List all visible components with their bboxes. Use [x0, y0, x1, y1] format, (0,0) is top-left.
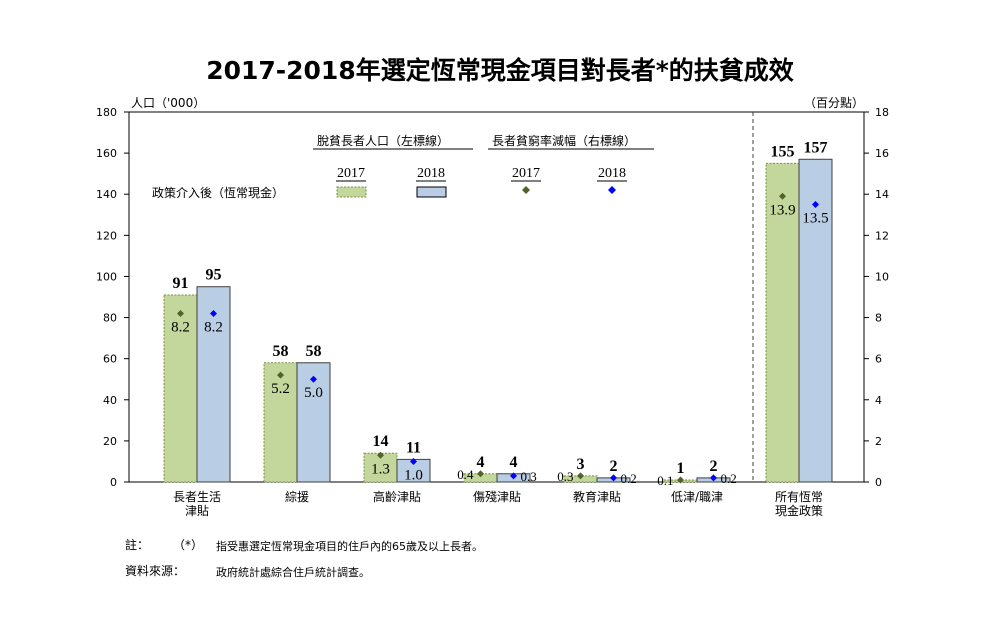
bar-value-label-2018: 95 [206, 267, 222, 284]
bar-value-label-2018: 2 [710, 458, 718, 475]
point-value-label-2017: 5.2 [271, 381, 290, 397]
bar-value-label-2018: 4 [510, 454, 518, 471]
right-tick-label: 18 [875, 106, 889, 119]
left-axis-label: 人口（'000） [131, 96, 205, 110]
left-tick-label: 100 [96, 270, 117, 283]
point-value-label-2018: 8.2 [204, 319, 223, 335]
bar-value-label-2018: 58 [306, 343, 322, 360]
bar-value-label-2017: 4 [477, 454, 485, 471]
legend-year-point-2017: 2017 [512, 166, 540, 181]
legend-swatch-bar-2018 [416, 186, 447, 198]
chart-title: 2017-2018年選定恆常現金項目對長者*的扶貧成效 [206, 56, 794, 85]
point-value-label-2018: 0.2 [621, 471, 637, 486]
point-2018 [710, 474, 717, 482]
legend-swatch-point-2017 [522, 186, 530, 194]
right-tick-label: 6 [875, 353, 882, 366]
right-tick-label: 0 [875, 476, 882, 489]
point-2017 [277, 371, 284, 379]
right-tick-label: 4 [875, 394, 882, 407]
point-value-label-2017: 0.1 [657, 473, 673, 488]
right-tick-label: 14 [875, 188, 889, 201]
category-label: 現金政策 [775, 503, 823, 518]
legend-row-label: 政策介入後（恆常現金） [152, 185, 284, 200]
point-value-label-2018: 0.3 [521, 469, 537, 484]
note-marker: （*） [173, 538, 204, 552]
legend-point-group-title: 長者貧窮率減幅（右標線） [492, 133, 636, 148]
bar-2018 [798, 158, 833, 483]
point-2018 [210, 309, 217, 317]
point-2018 [510, 472, 517, 480]
plot-frame [128, 111, 865, 483]
legend-year-bar-2018: 2018 [417, 166, 445, 181]
category-label: 傷殘津貼 [473, 489, 521, 504]
left-tick-label: 140 [96, 188, 117, 201]
point-2017 [377, 451, 384, 459]
point-value-label-2017: 1.3 [371, 461, 390, 477]
bar-value-label-2017: 14 [373, 433, 389, 450]
right-tick-label: 12 [875, 229, 889, 242]
point-value-label-2017: 8.2 [171, 319, 190, 335]
bar-value-label-2017: 58 [273, 343, 289, 360]
legend-swatch-point-2018 [608, 186, 616, 194]
bar-value-label-2018: 157 [804, 139, 828, 156]
note-label: 註： [125, 538, 150, 552]
note-text: 指受惠選定恆常現金項目的住戶內的65歲及以上長者。 [216, 540, 483, 553]
point-value-label-2017: 13.9 [769, 202, 795, 218]
point-value-label-2018: 0.2 [721, 471, 737, 486]
legend-year-point-2018: 2018 [598, 166, 626, 181]
category-label: 所有恆常 [775, 490, 823, 504]
category-label: 津貼 [185, 503, 209, 518]
point-2017 [177, 309, 184, 317]
category-label: 教育津貼 [573, 489, 621, 504]
right-tick-label: 8 [875, 312, 882, 325]
bar-value-label-2017: 155 [771, 143, 795, 160]
category-label: 高齡津貼 [373, 489, 421, 504]
bar-value-label-2017: 91 [173, 275, 189, 292]
bar-value-label-2017: 3 [577, 456, 585, 473]
left-tick-label: 160 [96, 147, 117, 160]
right-tick-label: 10 [875, 270, 889, 283]
point-2018 [610, 474, 617, 482]
right-axis-label: （百分點） [804, 96, 864, 110]
left-tick-label: 0 [110, 476, 117, 489]
point-2017 [477, 470, 484, 478]
point-value-label-2017: 0.4 [457, 467, 474, 482]
bar-2017 [463, 473, 498, 483]
point-2018 [410, 457, 417, 465]
point-2018 [310, 375, 317, 383]
right-tick-label: 2 [875, 435, 882, 448]
source-label: 資料來源： [125, 564, 186, 578]
point-2018 [812, 201, 819, 208]
point-value-label-2017: 0.3 [557, 469, 573, 484]
bar-value-label-2018: 11 [406, 439, 421, 456]
left-tick-label: 20 [103, 435, 117, 448]
point-value-label-2018: 1.0 [404, 467, 423, 483]
bar-2017 [765, 162, 800, 483]
category-label: 低津/職津 [671, 490, 723, 504]
left-tick-label: 120 [96, 229, 117, 242]
left-tick-label: 80 [103, 312, 117, 325]
point-value-label-2018: 5.0 [304, 385, 323, 401]
left-tick-label: 180 [96, 106, 117, 119]
legend-swatch-bar-2017 [336, 186, 367, 198]
bar-2017 [263, 362, 298, 483]
bar-value-label-2018: 2 [610, 458, 618, 475]
point-2017 [779, 192, 786, 200]
legend-bar-group-title: 脫貧長者人口（左標線） [317, 133, 449, 148]
point-2017 [577, 472, 584, 480]
category-label: 長者生活 [173, 490, 221, 504]
right-tick-label: 16 [875, 147, 889, 160]
legend: 脫貧長者人口（左標線） 長者貧窮率減幅（右標線） 2017 2018 2017 … [152, 133, 654, 200]
bar-value-label-2017: 1 [677, 460, 685, 477]
left-tick-label: 40 [103, 394, 117, 407]
point-2017 [677, 476, 684, 484]
bar-2018 [196, 286, 231, 483]
legend-year-bar-2017: 2017 [337, 166, 365, 181]
bar-2017 [163, 294, 198, 483]
category-label: 綜援 [285, 490, 309, 504]
left-tick-label: 60 [103, 353, 117, 366]
point-value-label-2018: 13.5 [802, 211, 828, 227]
source-text: 政府統計處綜合住戶統計調查。 [216, 566, 370, 579]
